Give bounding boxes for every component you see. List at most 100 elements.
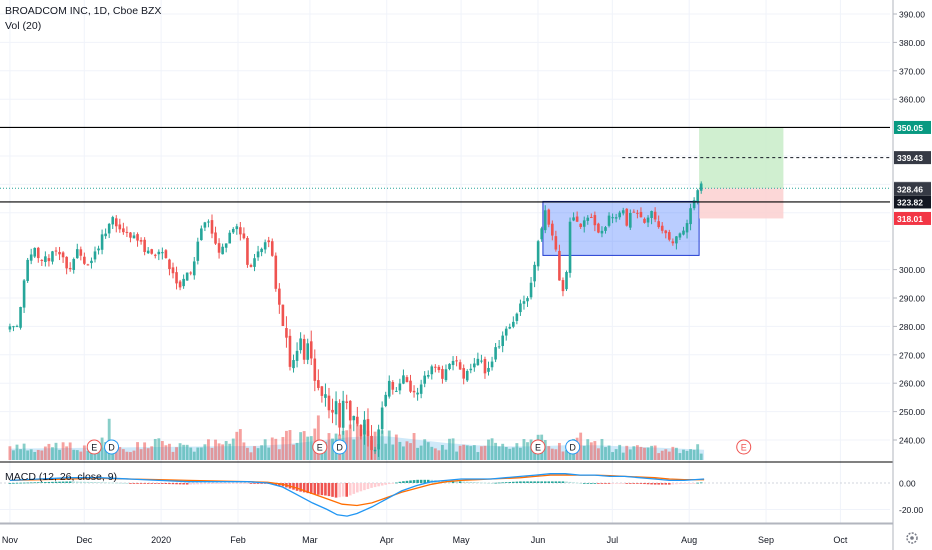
candle-body (497, 346, 501, 348)
candle (90, 257, 93, 269)
macd-histogram-bar (398, 481, 402, 483)
candle (270, 238, 274, 257)
price-tick-label: 280.00 (899, 322, 925, 332)
macd-histogram-bar (58, 481, 61, 483)
candle (356, 406, 359, 427)
macd-legend[interactable]: MACD (12, 26, close, 9) (5, 471, 118, 483)
candle-body (543, 210, 547, 231)
time-tick-label: Apr (380, 535, 394, 545)
candle (139, 237, 143, 245)
candle (675, 236, 678, 250)
candle (157, 249, 161, 261)
macd-histogram-bar (207, 483, 210, 485)
macd-histogram-bar (547, 481, 551, 483)
candle (639, 207, 643, 218)
marker-label: E (535, 443, 541, 453)
volume-bar (451, 438, 455, 460)
gear-hub (910, 536, 914, 540)
candle-body (249, 264, 253, 267)
volume-bar (522, 439, 526, 460)
volume-bar (628, 449, 632, 460)
candle (118, 218, 122, 233)
candle-body (604, 227, 607, 231)
macd-histogram-bar (519, 481, 522, 483)
dividend-marker-icon[interactable]: D (565, 439, 581, 455)
candle-body (153, 254, 157, 256)
macd-histogram-bar (331, 483, 334, 497)
macd-histogram-bar (696, 482, 699, 484)
candle-body (203, 222, 207, 228)
macd-line (9, 473, 705, 517)
target-price-badge[interactable] (894, 120, 931, 134)
volume-bar (561, 451, 565, 460)
earnings-marker-icon[interactable]: E (86, 439, 102, 455)
dividend-marker-icon[interactable]: D (332, 439, 348, 455)
candle (568, 217, 572, 278)
volume-bar (416, 447, 420, 460)
macd-histogram-bar (650, 483, 653, 485)
dividend-marker-icon[interactable]: D (104, 439, 120, 455)
candle-body (696, 190, 699, 202)
macd-histogram-bar (487, 482, 490, 484)
candle-body (575, 216, 579, 222)
candle-body (26, 259, 29, 281)
volume-legend[interactable]: Vol (20) (5, 20, 42, 32)
volume-bar (579, 432, 583, 460)
volume-bar (221, 444, 225, 460)
macd-histogram-bar (356, 483, 359, 493)
time-tick-label: 2020 (151, 535, 171, 545)
stop-price-badge[interactable] (894, 211, 931, 225)
volume-bar (19, 449, 22, 460)
macd-histogram-bar (22, 482, 26, 484)
volume-bar (487, 439, 490, 460)
drawings-layer[interactable] (542, 127, 784, 256)
volume-bar (533, 447, 537, 460)
macd-histogram-bar (235, 483, 239, 484)
breakout-price-badge-label: 323.82 (897, 197, 923, 207)
macd-histogram-bar (668, 483, 671, 485)
candle (260, 247, 263, 257)
volume-bar (199, 447, 203, 460)
horizontal-levels[interactable] (0, 126, 890, 203)
macd-histogram-bar (455, 481, 458, 483)
volume-bar (65, 446, 69, 460)
breakout-price-badge[interactable] (894, 195, 931, 209)
candle (416, 387, 419, 401)
earnings-marker-icon[interactable]: E (736, 439, 752, 455)
macd-histogram-bar (40, 482, 44, 483)
marker-label: E (317, 443, 323, 453)
macd-histogram-bar (632, 483, 636, 484)
candle (40, 259, 44, 267)
macd-histogram-bar (671, 483, 675, 485)
symbol-legend[interactable]: BROADCOM INC, 1D, Cboe BZX (5, 5, 162, 17)
volume-bar (557, 442, 561, 460)
candle-body (58, 251, 61, 255)
profit-target-box[interactable] (699, 127, 784, 189)
candle (285, 316, 288, 348)
candle-body (692, 200, 696, 209)
stop-loss-box[interactable] (699, 188, 784, 219)
candle-body (483, 359, 487, 374)
dashed-level-badge[interactable] (894, 151, 931, 165)
candle (249, 263, 253, 268)
macd-histogram-bar (313, 483, 317, 495)
earnings-marker-icon[interactable]: E (312, 439, 328, 455)
price-tick-label: 390.00 (899, 10, 925, 20)
macd-histogram-bar (189, 483, 193, 485)
candle (501, 331, 504, 353)
candle (430, 364, 434, 380)
time-tick-label: Aug (681, 535, 697, 545)
volume-bar (490, 438, 494, 460)
earnings-marker-icon[interactable]: E (530, 439, 546, 455)
volume-bar (440, 445, 444, 460)
candle (75, 243, 79, 259)
entry-price-badge[interactable] (894, 182, 931, 196)
consolidation-rectangle[interactable] (542, 200, 700, 256)
macd-histogram-bar (643, 483, 646, 485)
volume-bar (217, 443, 221, 460)
gear-icon[interactable] (906, 532, 918, 544)
volume-bar (281, 437, 285, 460)
